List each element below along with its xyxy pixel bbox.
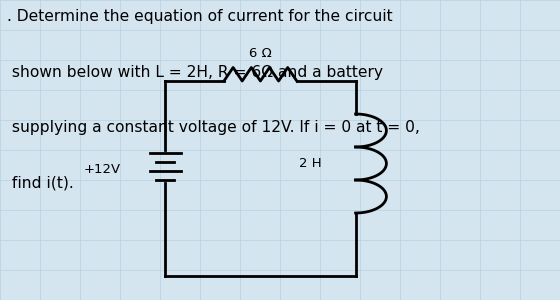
Text: 6 Ω: 6 Ω — [249, 47, 272, 60]
Text: find i(t).: find i(t). — [7, 176, 73, 190]
Text: +12V: +12V — [83, 163, 120, 176]
Text: 2 H: 2 H — [300, 157, 322, 170]
Text: supplying a constant voltage of 12V. If i = 0 at t = 0,: supplying a constant voltage of 12V. If … — [7, 120, 419, 135]
Text: shown below with L = 2H, R = 6Ω and a battery: shown below with L = 2H, R = 6Ω and a ba… — [7, 64, 382, 80]
Text: . Determine the equation of current for the circuit: . Determine the equation of current for … — [7, 9, 393, 24]
